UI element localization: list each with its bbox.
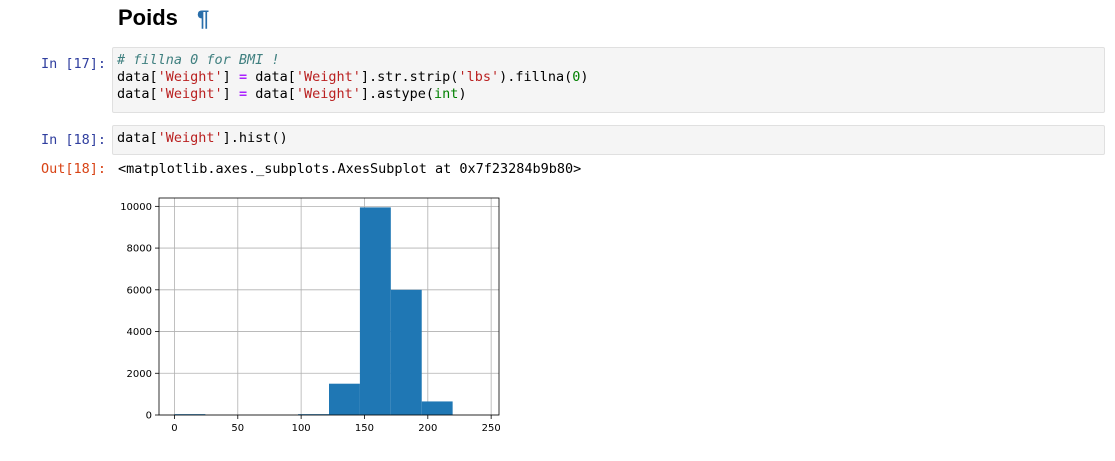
code-token: ].str.strip( <box>360 69 459 85</box>
code-token: # fillna 0 for BMI ! <box>117 52 280 68</box>
code-token: 'lbs' <box>458 69 500 85</box>
x-tick-label: 0 <box>171 423 177 434</box>
anchor-link[interactable]: ¶ <box>197 6 210 31</box>
code-token: 'Weight' <box>295 86 361 102</box>
histogram-chart: 0 50 100 150 200 250 0 2000 4000 6000 8000 10000 <box>120 197 500 434</box>
code-token: 'Weight' <box>295 69 361 85</box>
code-line: data['Weight'] = data['Weight'].astype(i… <box>117 86 589 103</box>
code-cell-18[interactable]: data['Weight'].hist() <box>112 125 1105 155</box>
x-tick-label: 200 <box>418 423 437 434</box>
chart-axes: 0 50 100 150 200 250 0 2000 4000 6000 8000 10000 <box>120 197 500 434</box>
input-prompt-17: In [17]: <box>40 56 106 72</box>
y-tick-label: 4000 <box>127 327 152 338</box>
input-prompt-18: In [18]: <box>40 132 106 148</box>
histogram-bar-7 <box>390 289 422 415</box>
code-block-18: data['Weight'].hist() <box>117 130 288 147</box>
code-token: = <box>238 69 248 85</box>
code-token: ) <box>580 69 589 85</box>
code-token: 'Weight' <box>157 69 223 85</box>
code-token: data[ <box>247 69 296 85</box>
code-token: 'Weight' <box>157 130 223 146</box>
chart-bars <box>174 207 453 416</box>
code-token: = <box>238 86 248 102</box>
x-tick-label: 250 <box>482 423 500 434</box>
y-tick-label: 0 <box>146 411 152 422</box>
code-token: ) <box>458 86 467 102</box>
code-token: ].astype( <box>360 86 435 102</box>
code-token: data[ <box>117 69 158 85</box>
output-prompt-18: Out[18]: <box>40 161 106 177</box>
code-line: data['Weight'] = data['Weight'].str.stri… <box>117 69 589 86</box>
histogram-bar-8 <box>421 401 453 415</box>
code-token: data[ <box>117 86 158 102</box>
histogram-bar-5 <box>329 383 360 415</box>
y-tick-label: 10000 <box>120 202 152 213</box>
section-heading: Poids <box>118 5 178 30</box>
x-tick-label: 100 <box>292 423 311 434</box>
x-tick-label: 50 <box>231 423 244 434</box>
code-token: ).fillna( <box>499 69 573 85</box>
y-tick-label: 8000 <box>127 244 152 255</box>
code-token: 0 <box>572 69 581 85</box>
code-line: # fillna 0 for BMI ! <box>117 52 589 69</box>
histogram-bar-6 <box>359 207 391 415</box>
y-tick-label: 6000 <box>127 285 152 296</box>
x-tick-label: 150 <box>355 423 374 434</box>
code-cell-17[interactable]: # fillna 0 for BMI ! data['Weight'] = dat… <box>112 47 1105 113</box>
chart-grid <box>159 198 499 416</box>
code-token: 'Weight' <box>157 86 223 102</box>
code-token: int <box>434 86 459 102</box>
output-text: <matplotlib.axes._subplots.AxesSubplot a… <box>118 161 582 177</box>
code-token: ].hist() <box>222 130 288 146</box>
y-tick-label: 2000 <box>127 369 152 380</box>
code-token: data[ <box>117 130 158 146</box>
code-token: ] <box>222 69 239 85</box>
code-token: data[ <box>247 86 296 102</box>
code-token: ] <box>222 86 239 102</box>
code-line: data['Weight'].hist() <box>117 130 288 147</box>
plot-frame <box>158 197 500 416</box>
code-block-17: # fillna 0 for BMI ! data['Weight'] = dat… <box>117 52 589 103</box>
